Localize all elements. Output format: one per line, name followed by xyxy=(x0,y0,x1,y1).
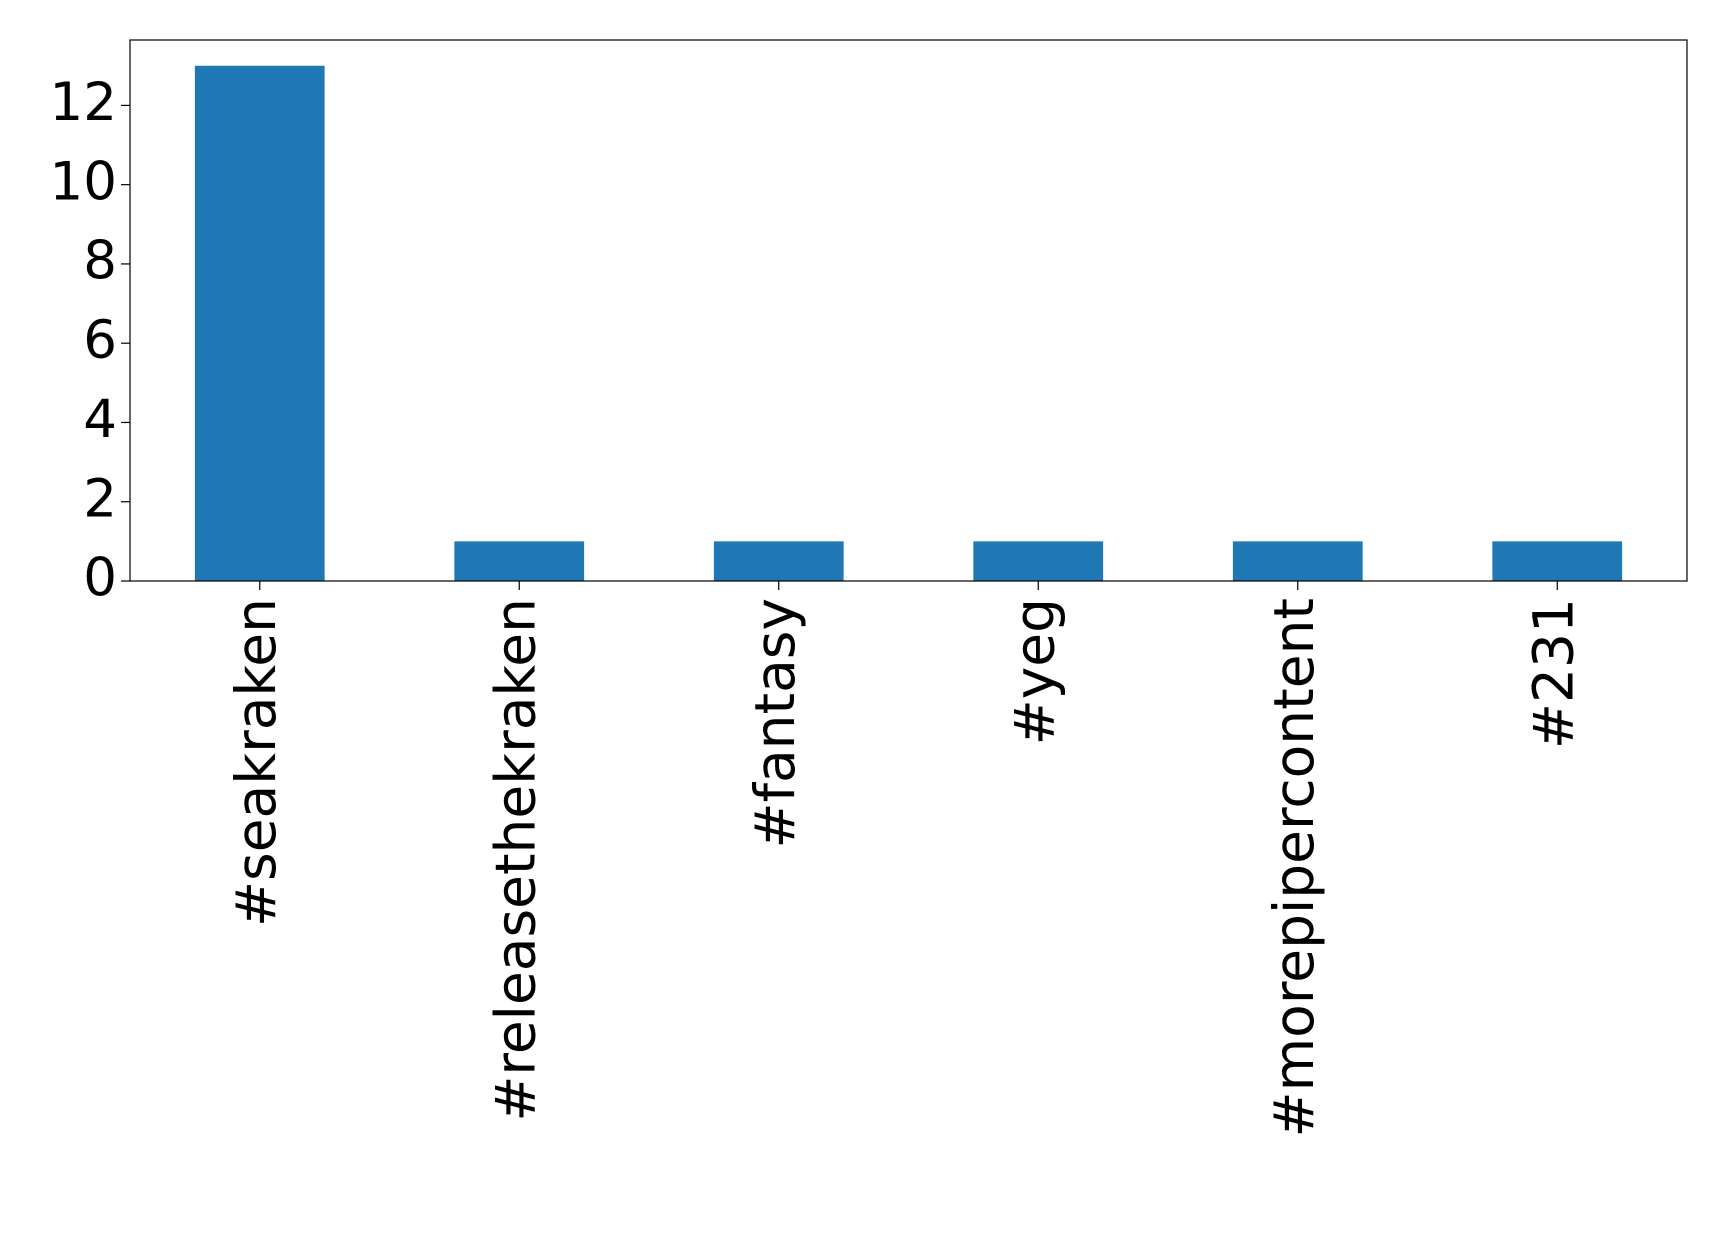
y-tick-label: 10 xyxy=(50,151,117,212)
bar xyxy=(713,541,844,581)
y-tick-label: 6 xyxy=(83,310,117,371)
y-tick-label: 8 xyxy=(83,231,117,292)
x-tick-label: #releasethekraken xyxy=(483,598,547,1122)
bar xyxy=(1492,541,1623,581)
x-tick-label: #yeg xyxy=(1002,598,1066,745)
bar xyxy=(1232,541,1363,581)
x-tick-label: #seakraken xyxy=(224,598,288,927)
y-tick-label: 2 xyxy=(83,468,117,529)
x-tick-label: #fantasy xyxy=(743,598,807,848)
x-tick-label: #231 xyxy=(1521,598,1585,749)
plot-frame xyxy=(129,39,1688,582)
bar xyxy=(454,541,585,581)
y-tick-label: 4 xyxy=(83,389,117,450)
y-tick-label: 12 xyxy=(50,72,117,133)
x-tick-label: #morepipercontent xyxy=(1262,598,1326,1137)
bar xyxy=(194,65,325,581)
bar xyxy=(973,541,1104,581)
y-tick-label: 0 xyxy=(83,548,117,609)
